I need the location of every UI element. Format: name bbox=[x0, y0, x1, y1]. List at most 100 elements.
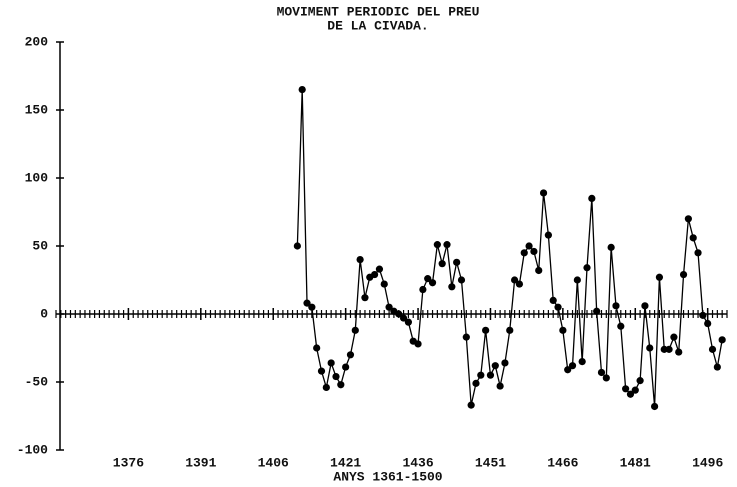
data-point bbox=[486, 371, 495, 379]
y-tick-label: 100 bbox=[25, 170, 49, 185]
data-point bbox=[607, 243, 615, 251]
data-point bbox=[448, 283, 456, 291]
data-point bbox=[322, 383, 330, 392]
data-point bbox=[443, 241, 451, 249]
data-point bbox=[539, 189, 548, 197]
data-point bbox=[414, 340, 422, 348]
data-point bbox=[462, 333, 470, 341]
data-point bbox=[327, 359, 335, 367]
data-point bbox=[602, 374, 610, 382]
y-tick-label: -100 bbox=[17, 442, 48, 457]
data-point bbox=[313, 344, 321, 352]
x-tick-label: 1436 bbox=[402, 455, 433, 470]
data-point bbox=[718, 336, 726, 344]
data-point bbox=[433, 241, 441, 249]
data-point bbox=[371, 270, 379, 279]
data-point bbox=[573, 276, 581, 284]
data-point bbox=[419, 285, 427, 294]
data-point bbox=[593, 307, 601, 315]
data-point bbox=[622, 385, 630, 393]
chart-title: MOVIMENT PERIODIC DEL PREU bbox=[277, 4, 480, 19]
data-point bbox=[395, 310, 403, 318]
data-point bbox=[380, 280, 388, 288]
data-point bbox=[588, 194, 596, 202]
data-point bbox=[361, 294, 369, 302]
data-point bbox=[636, 377, 644, 385]
x-tick-label: 1466 bbox=[547, 455, 578, 470]
data-point bbox=[699, 311, 707, 319]
data-point bbox=[708, 345, 717, 353]
data-point bbox=[684, 215, 692, 223]
y-tick-label: 50 bbox=[32, 238, 48, 253]
data-point bbox=[506, 326, 514, 334]
data-point bbox=[578, 358, 586, 366]
data-point bbox=[356, 256, 364, 264]
data-point bbox=[303, 299, 311, 307]
data-point bbox=[597, 368, 606, 377]
data-point bbox=[694, 249, 702, 257]
y-tick-label: -50 bbox=[25, 374, 49, 389]
data-point bbox=[568, 362, 577, 370]
data-point bbox=[337, 381, 345, 389]
data-point bbox=[525, 242, 533, 250]
y-tick-label: 200 bbox=[25, 34, 49, 49]
x-tick-label: 1451 bbox=[475, 455, 506, 470]
data-point bbox=[535, 266, 543, 275]
data-point bbox=[477, 371, 485, 379]
x-tick-label: 1391 bbox=[185, 455, 216, 470]
data-point bbox=[646, 344, 654, 352]
data-point bbox=[679, 270, 688, 279]
data-point bbox=[399, 314, 408, 322]
data-point bbox=[496, 382, 504, 390]
data-point bbox=[453, 258, 461, 266]
data-point bbox=[617, 322, 625, 330]
data-point bbox=[457, 276, 466, 284]
y-tick-label: 150 bbox=[25, 102, 49, 117]
x-axis-label: ANYS 1361-1500 bbox=[333, 469, 442, 484]
data-line bbox=[296, 89, 723, 407]
data-point bbox=[530, 247, 538, 256]
data-point bbox=[713, 363, 721, 371]
data-point bbox=[501, 359, 509, 367]
data-point bbox=[482, 326, 490, 334]
data-point bbox=[351, 326, 359, 334]
data-point bbox=[375, 265, 384, 273]
x-tick-label: 1421 bbox=[330, 455, 361, 470]
data-point bbox=[655, 273, 664, 281]
chart-title: DE LA CIVADA. bbox=[327, 18, 428, 33]
data-point bbox=[675, 348, 683, 356]
data-point bbox=[472, 379, 480, 387]
data-point bbox=[704, 319, 712, 328]
data-point bbox=[631, 386, 639, 394]
x-tick-label: 1496 bbox=[692, 455, 723, 470]
data-point bbox=[626, 390, 635, 398]
data-point bbox=[689, 234, 697, 242]
data-point bbox=[554, 303, 562, 311]
data-point bbox=[491, 362, 499, 370]
data-point bbox=[467, 401, 475, 409]
data-point bbox=[317, 367, 326, 375]
x-tick-label: 1376 bbox=[113, 455, 144, 470]
x-tick-label: 1406 bbox=[258, 455, 289, 470]
data-point bbox=[564, 366, 572, 374]
data-point bbox=[510, 276, 519, 284]
data-point bbox=[612, 302, 620, 310]
data-point bbox=[641, 302, 649, 310]
data-point bbox=[332, 372, 340, 381]
data-point bbox=[385, 303, 393, 311]
data-point bbox=[424, 275, 432, 283]
data-point bbox=[670, 333, 678, 341]
data-point bbox=[342, 363, 350, 371]
x-tick-label: 1481 bbox=[620, 455, 651, 470]
data-point bbox=[650, 402, 659, 411]
data-point bbox=[404, 318, 412, 326]
data-point bbox=[515, 280, 524, 288]
data-point bbox=[346, 351, 355, 359]
y-tick-label: 0 bbox=[40, 306, 48, 321]
data-point bbox=[665, 345, 673, 353]
data-point bbox=[583, 264, 591, 272]
data-point bbox=[559, 326, 567, 334]
data-point bbox=[544, 231, 552, 239]
